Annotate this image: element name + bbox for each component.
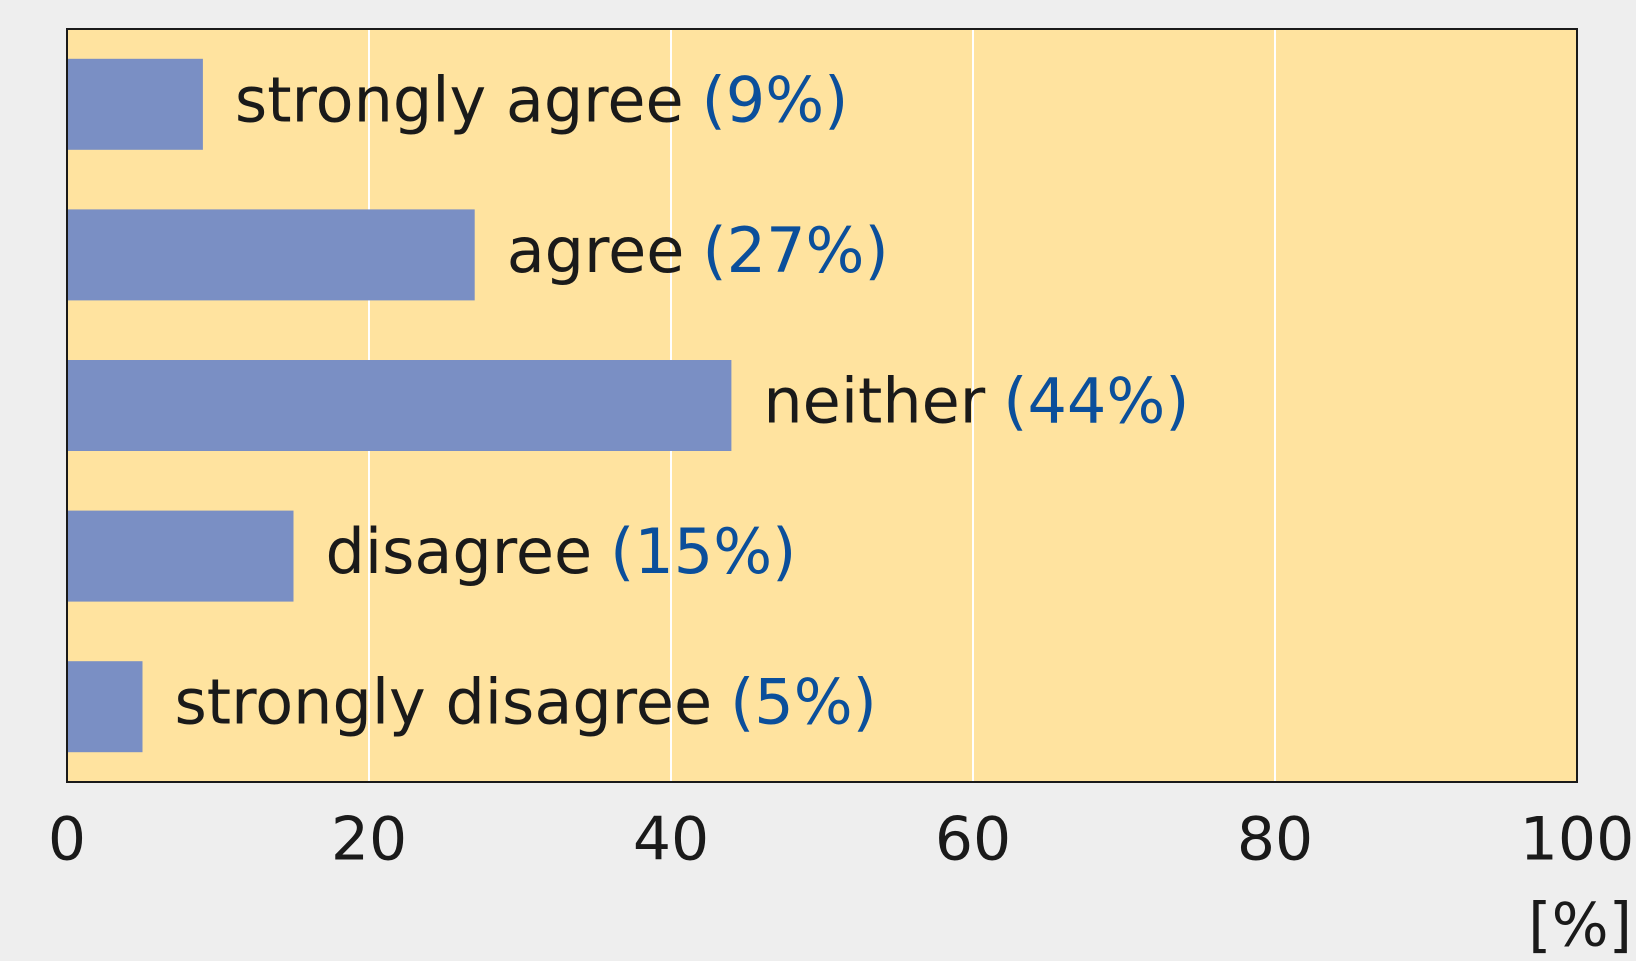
bar-label: neither (44%) [763,365,1189,438]
bar-label: agree (27%) [507,214,889,287]
bar-label: strongly disagree (5%) [175,666,877,739]
category-label: neither [763,365,985,438]
x-tick-label: 0 [48,805,86,875]
bar [67,510,294,602]
bar [67,209,475,301]
x-tick-label: 20 [331,805,407,875]
x-tick-label: 40 [633,805,709,875]
bar [67,360,732,451]
x-axis-label: [%] [1528,891,1632,961]
plot-border [66,28,1578,783]
category-label: strongly agree [235,63,684,136]
category-label: disagree [326,515,593,588]
value-label: (44%) [1003,365,1189,438]
value-label: (15%) [610,515,796,588]
category-label: strongly disagree [175,666,713,739]
bar [67,661,143,753]
bar [67,58,203,150]
value-label: (27%) [702,214,888,287]
x-tick-label: 60 [935,805,1011,875]
value-label: (5%) [730,666,877,739]
bar-label: disagree (15%) [326,515,797,588]
bar-label: strongly agree (9%) [235,63,848,136]
x-tick-label: 100 [1520,805,1635,875]
category-label: agree [507,214,685,287]
value-label: (9%) [702,63,849,136]
x-tick-label: 80 [1237,805,1313,875]
